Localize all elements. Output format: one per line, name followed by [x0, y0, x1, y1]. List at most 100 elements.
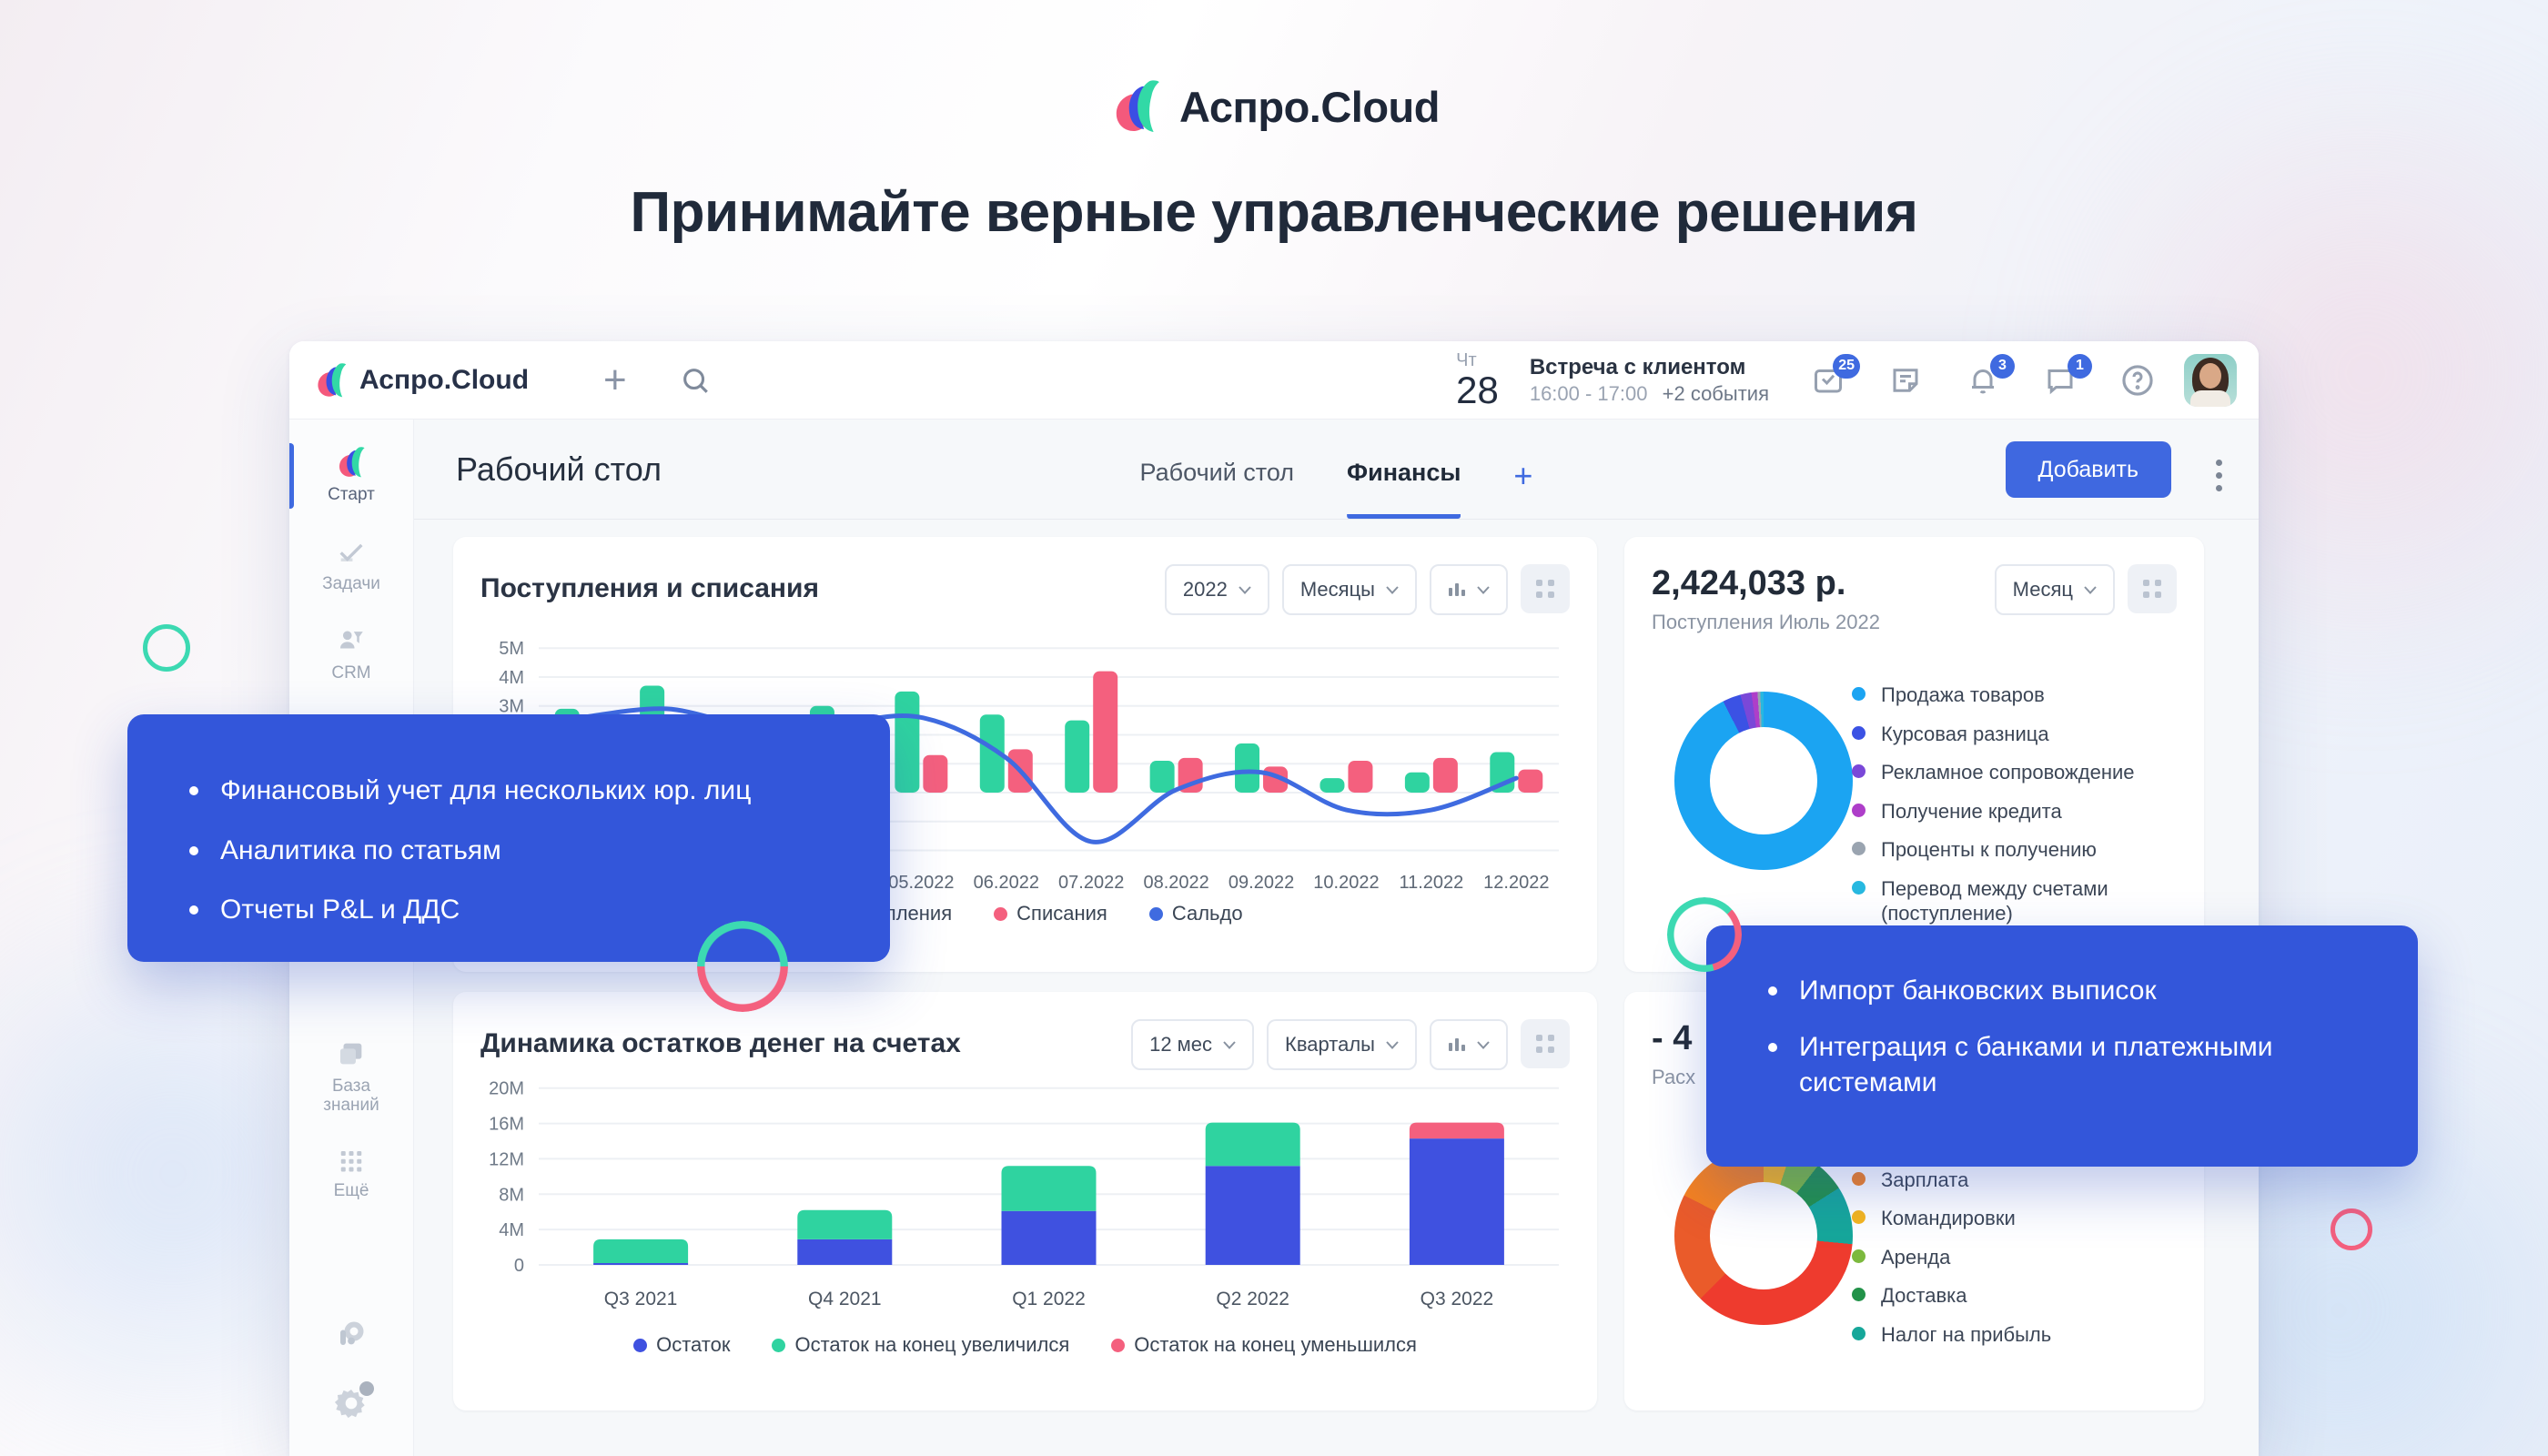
help-button[interactable] — [2120, 363, 2155, 398]
svg-text:4M: 4M — [499, 668, 524, 688]
avatar-face — [2199, 362, 2221, 389]
date-day: 28 — [1456, 368, 1499, 411]
sidebar-item-tasks[interactable]: Задачи — [289, 527, 413, 603]
hero-headline: Принимайте верные управленческие решения — [630, 181, 1918, 244]
tab-desktop[interactable]: Рабочий стол — [1139, 459, 1295, 486]
card-title: Динамика остатков денег на счетах — [480, 1028, 961, 1058]
note-icon — [1893, 368, 1918, 392]
bell-icon — [1972, 369, 1994, 393]
range-select[interactable]: 12 мес — [1131, 1019, 1255, 1070]
date-weekday: Чт — [1456, 349, 1477, 370]
callout-bullet: Отчеты P&L и ДДС — [182, 892, 835, 928]
expense-total: - 4 — [1652, 1019, 1693, 1057]
user-avatar[interactable] — [2184, 353, 2237, 407]
chart-type-select[interactable] — [1430, 564, 1508, 615]
dashboard-tabs: Рабочий стол Финансы + — [1139, 457, 1533, 519]
svg-text:10.2022: 10.2022 — [1313, 873, 1379, 893]
svg-text:4M: 4M — [499, 1220, 524, 1240]
sidebar-item-start[interactable]: Старт — [289, 438, 413, 514]
notifications-button[interactable]: 3 — [1966, 353, 2015, 398]
settings-button[interactable] — [334, 1381, 374, 1425]
chart-type-select[interactable] — [1430, 1019, 1508, 1070]
svg-text:12.2022: 12.2022 — [1483, 873, 1549, 893]
search-icon — [682, 368, 708, 393]
period-select[interactable]: Кварталы — [1267, 1019, 1417, 1070]
event-title: Встреча с клиентом — [1529, 354, 1746, 379]
income-total: 2,424,033 р. — [1652, 564, 1846, 602]
svg-text:08.2022: 08.2022 — [1143, 873, 1208, 893]
chevron-down-icon — [1223, 1040, 1236, 1049]
calendar-date[interactable]: Чт 28 — [1456, 351, 1499, 410]
decor-ring-teal — [143, 624, 190, 672]
question-icon — [2122, 364, 2153, 396]
sidebar-item-crm[interactable]: CRM — [289, 616, 413, 693]
drag-handle[interactable] — [2128, 564, 2177, 613]
chat-badge: 1 — [2068, 353, 2092, 379]
svg-text:0: 0 — [514, 1256, 524, 1276]
task-check-icon — [1815, 369, 1842, 392]
app-brand-name: Аспро.Cloud — [359, 364, 530, 395]
quick-add-button[interactable]: + — [603, 357, 627, 402]
topbar-right: Чт 28 Встреча с клиентом 16:00 - 17:00 +… — [1456, 351, 2237, 410]
knowledge-icon — [339, 1043, 362, 1064]
app-topbar: Аспро.Cloud + Чт 28 Встреча с клиентом 1… — [289, 341, 2259, 420]
card-income-structure: 2,424,033 р. Поступления Июль 2022 Месяц… — [1624, 537, 2204, 972]
sidebar-bottom — [289, 1318, 413, 1425]
callout-finance-features: Финансовый учет для нескольких юр. лиц А… — [127, 714, 890, 962]
next-event[interactable]: Встреча с клиентом 16:00 - 17:00 +2 собы… — [1530, 354, 1769, 407]
sidebar-item-knowledge[interactable]: База знаний — [289, 1029, 413, 1126]
callout-bullet: Импорт банковских выписок — [1761, 973, 2363, 1009]
svg-text:Q3 2022: Q3 2022 — [1421, 1289, 1494, 1309]
drag-handle[interactable] — [1521, 1019, 1570, 1068]
chevron-down-icon — [1477, 1040, 1490, 1049]
notifications-badge: 3 — [1990, 353, 2015, 379]
callout-bank-features: Импорт банковских выписок Интеграция с б… — [1706, 925, 2418, 1167]
year-select[interactable]: 2022 — [1164, 564, 1269, 615]
svg-text:8M: 8M — [499, 1185, 524, 1205]
donut-legend: Продажа товаров Курсовая разница Рекламн… — [1852, 682, 2179, 926]
chart-legend: Остаток Остаток на конец увеличился Оста… — [480, 1333, 1570, 1357]
crm-icon — [339, 631, 363, 649]
svg-text:Q3 2021: Q3 2021 — [604, 1289, 678, 1309]
card-balance-dynamics: Динамика остатков денег на счетах 12 мес… — [453, 992, 1597, 1410]
decor-ring-pink — [2331, 1208, 2372, 1250]
add-tab-button[interactable]: + — [1513, 457, 1533, 494]
svg-text:06.2022: 06.2022 — [974, 873, 1039, 893]
sidebar-item-more[interactable]: Ещё — [289, 1138, 413, 1210]
chevron-down-icon — [1477, 585, 1490, 594]
brand-logo-icon — [1116, 80, 1159, 132]
active-indicator — [289, 443, 294, 509]
tab-finance[interactable]: Финансы — [1347, 459, 1461, 519]
tasks-icon — [339, 543, 363, 561]
tasks-inbox-button[interactable]: 25 — [1811, 353, 1860, 398]
svg-text:12M: 12M — [489, 1149, 524, 1169]
integrations-plug-icon — [340, 1321, 364, 1345]
balance-chart: 0 4M 8M 12M 16M 20M Q3 2021 Q4 2021 Q1 2022 Q2 20… — [489, 1079, 1559, 1309]
income-donut-chart — [1674, 692, 1853, 870]
drag-handle[interactable] — [1521, 564, 1570, 613]
svg-text:07.2022: 07.2022 — [1058, 873, 1124, 893]
notes-button[interactable] — [1888, 363, 1923, 398]
app-logo-icon — [318, 362, 347, 397]
integrations-button[interactable] — [335, 1318, 368, 1355]
svg-text:11.2022: 11.2022 — [1399, 873, 1463, 893]
hero-brand: Аспро.Cloud — [1108, 80, 1440, 133]
hero-brand-name: Аспро.Cloud — [1179, 82, 1440, 131]
card-title: Поступления и списания — [480, 573, 819, 603]
app-brand[interactable]: Аспро.Cloud — [313, 362, 530, 398]
header-menu-button[interactable] — [2210, 454, 2228, 497]
month-select[interactable]: Месяц — [1994, 564, 2115, 615]
add-widget-button[interactable]: Добавить — [2005, 441, 2171, 498]
svg-text:Q2 2022: Q2 2022 — [1216, 1289, 1289, 1309]
svg-text:05.2022: 05.2022 — [888, 873, 954, 893]
period-select[interactable]: Месяцы — [1281, 564, 1417, 615]
topbar-icons: 25 3 1 — [1811, 353, 2155, 398]
event-extra: +2 события — [1662, 381, 1769, 405]
page-title: Рабочий стол — [456, 450, 662, 488]
chat-button[interactable]: 1 — [2043, 353, 2092, 398]
expense-total-label: Расх — [1652, 1066, 1696, 1088]
chevron-down-icon — [1239, 585, 1251, 594]
svg-text:16M: 16M — [489, 1115, 524, 1135]
search-button[interactable] — [680, 365, 711, 396]
